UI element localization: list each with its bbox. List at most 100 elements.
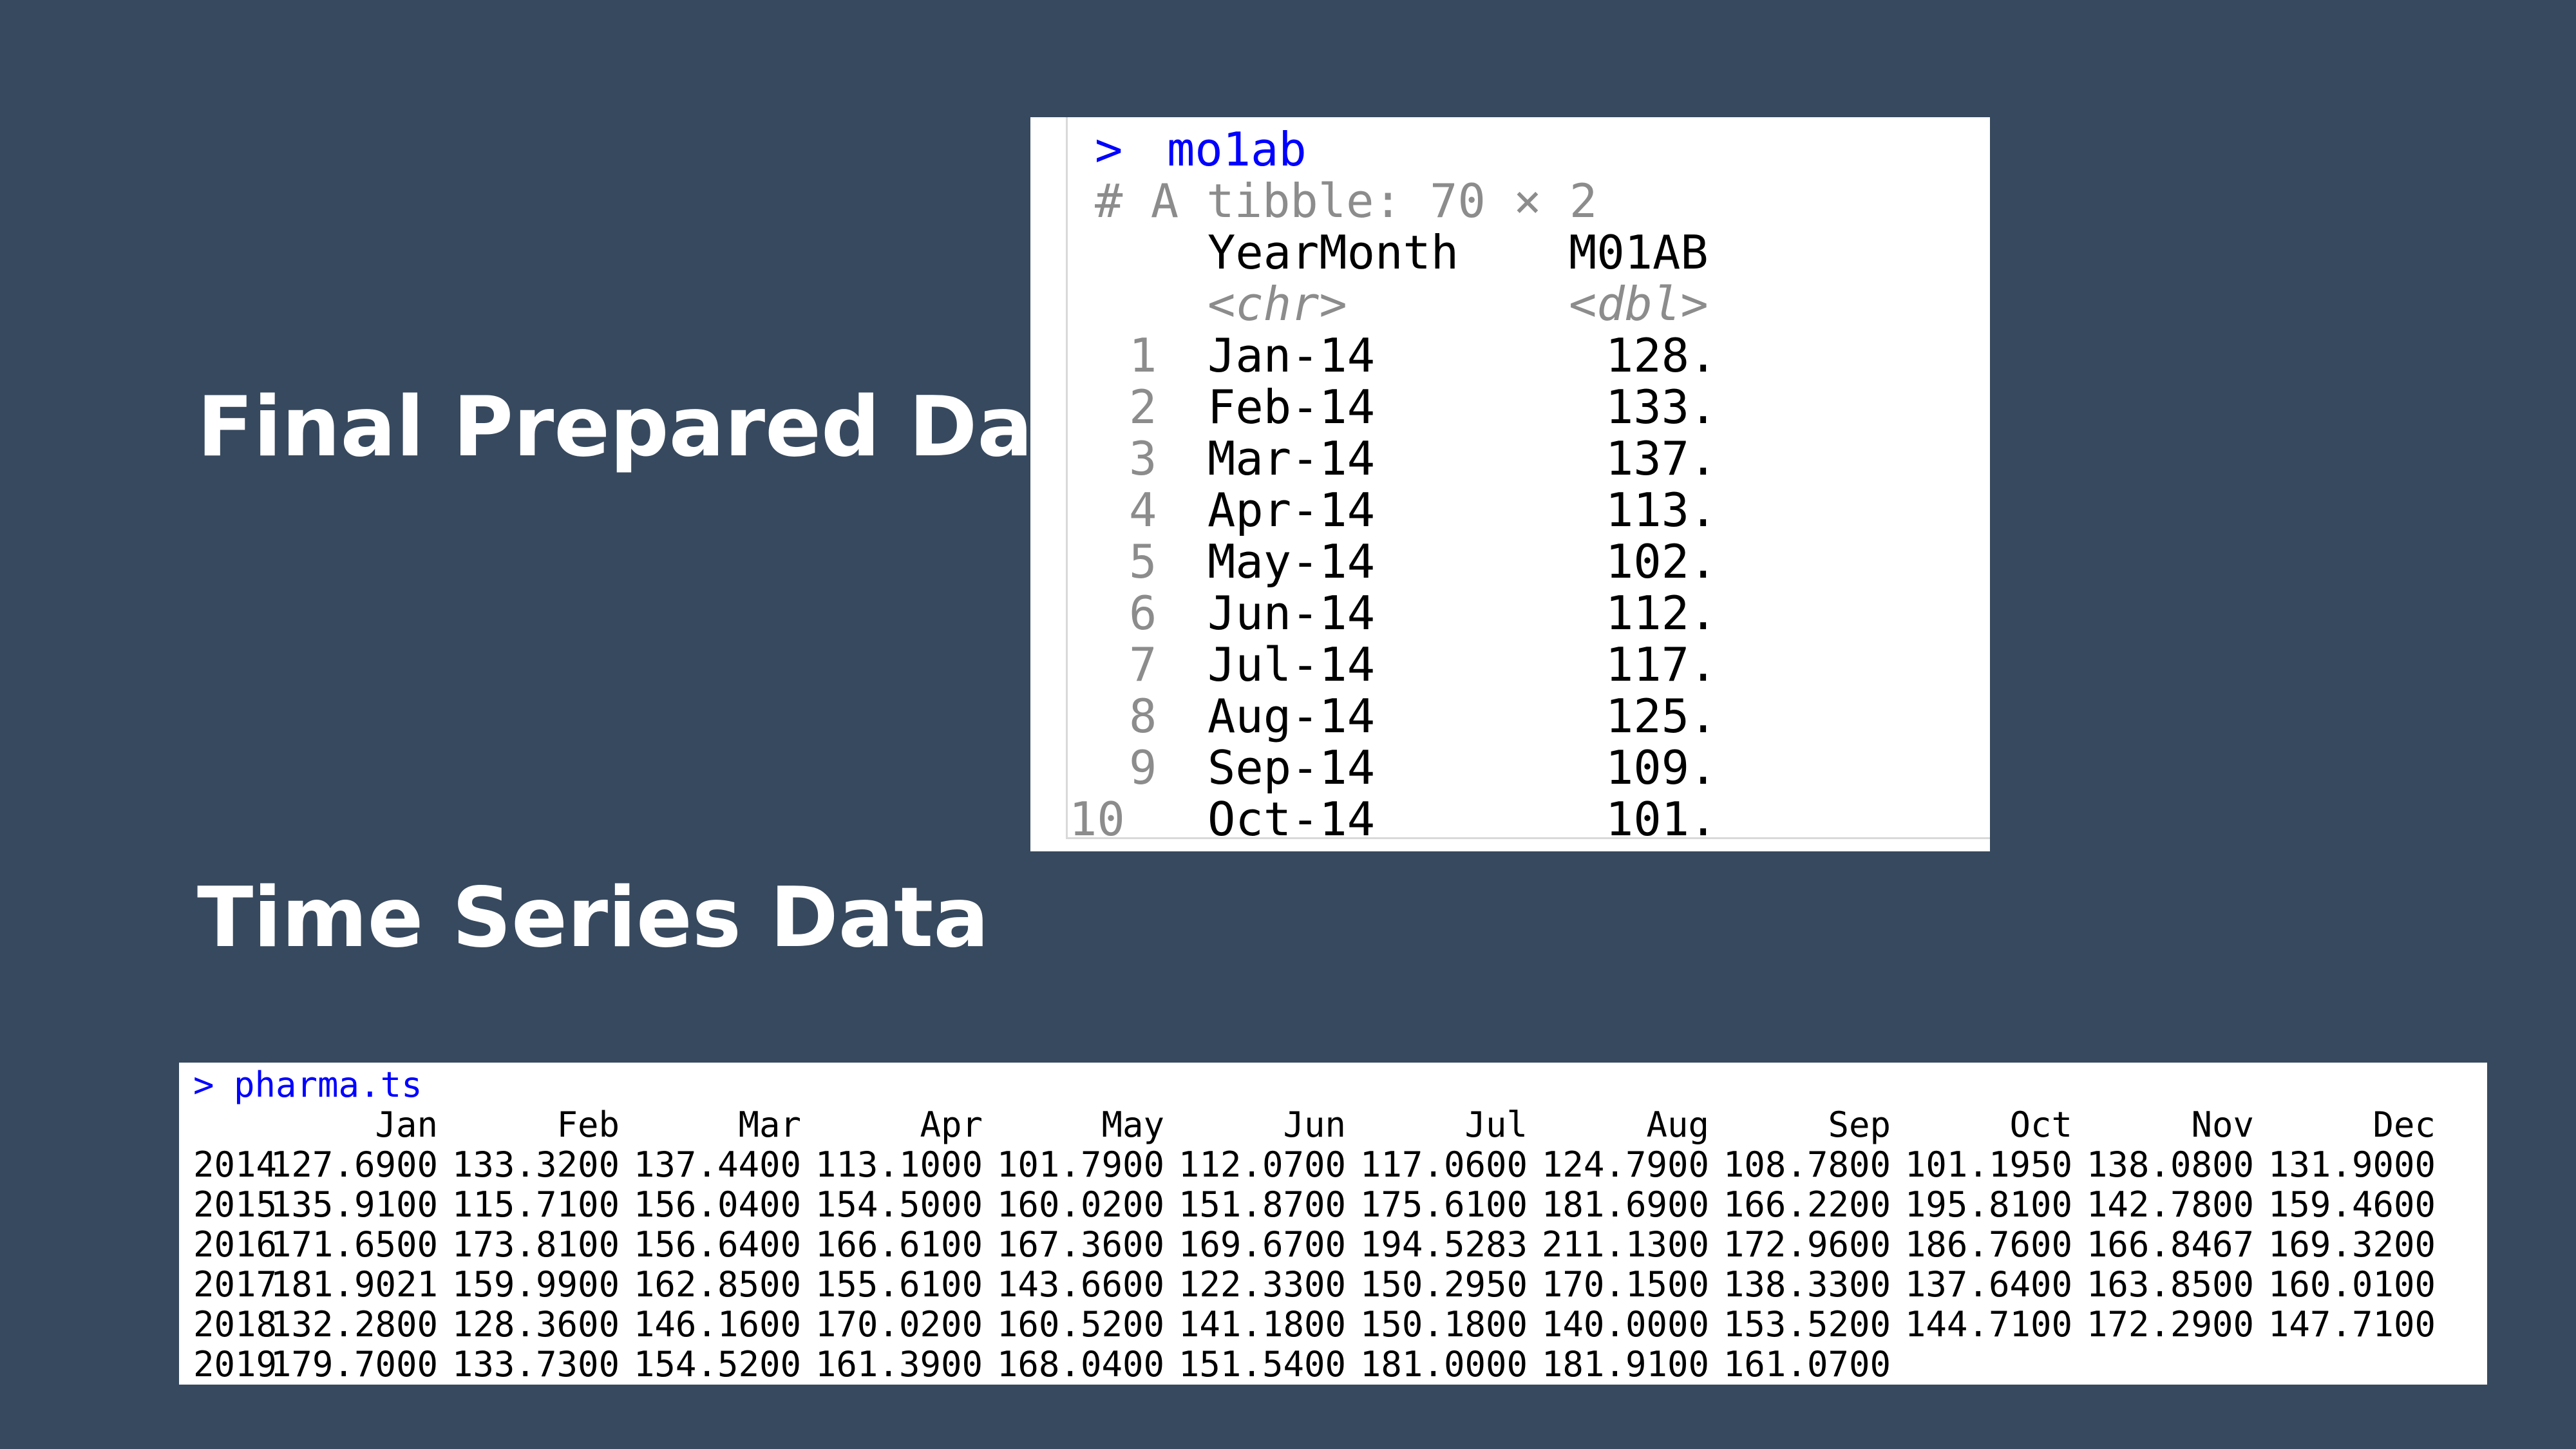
year-label: 2015 bbox=[193, 1184, 278, 1225]
table-cell: 141.1800 bbox=[1178, 1304, 1346, 1345]
table-cell: 151.5400 bbox=[1178, 1344, 1346, 1385]
final-prepared-data-heading: Final Prepared Data bbox=[197, 379, 1128, 475]
tibble-row: 7 Jul-14 117. bbox=[1030, 639, 1990, 690]
row-index: 1 bbox=[1129, 328, 1157, 383]
row-index: 10 bbox=[1069, 792, 1125, 846]
table-cell: 137.4400 bbox=[633, 1144, 801, 1185]
table-row: 2017 181.9021 159.9900 162.8500 155.6100 143.… bbox=[179, 1265, 2487, 1305]
table-cell: 115.7100 bbox=[451, 1184, 620, 1225]
table-cell: 128.3600 bbox=[451, 1304, 620, 1345]
table-cell: 127.6900 bbox=[270, 1144, 438, 1185]
cell-m01ab: 125. bbox=[1605, 689, 1718, 743]
month-header: Apr bbox=[920, 1104, 983, 1145]
table-cell: 170.0200 bbox=[815, 1304, 983, 1345]
table-cell: 142.7800 bbox=[2086, 1184, 2254, 1225]
cell-m01ab: 137. bbox=[1605, 431, 1718, 486]
row-index: 4 bbox=[1129, 483, 1157, 537]
console-bottom-divider bbox=[1066, 837, 1990, 839]
table-cell: 160.0100 bbox=[2268, 1264, 2436, 1305]
month-header: Feb bbox=[556, 1104, 620, 1145]
table-cell: 162.8500 bbox=[633, 1264, 801, 1305]
console-prompt: > bbox=[1095, 122, 1123, 176]
table-row: 2014 127.6900 133.3200 137.4400 113.1000 101.… bbox=[179, 1145, 2487, 1185]
row-index: 5 bbox=[1129, 535, 1157, 589]
table-cell: 153.5200 bbox=[1723, 1304, 1891, 1345]
month-header: May bbox=[1101, 1104, 1164, 1145]
table-cell: 133.7300 bbox=[451, 1344, 620, 1385]
tibble-column-types: <chr> <dbl> bbox=[1030, 278, 1990, 330]
table-cell: 172.9600 bbox=[1723, 1224, 1891, 1265]
month-header: Jan bbox=[375, 1104, 438, 1145]
console-command: mo1ab bbox=[1167, 122, 1307, 176]
table-cell: 131.9000 bbox=[2268, 1144, 2436, 1185]
table-cell: 156.6400 bbox=[633, 1224, 801, 1265]
table-cell: 186.7600 bbox=[1904, 1224, 2072, 1265]
tibble-row: 9 Sep-14 109. bbox=[1030, 742, 1990, 793]
cell-yearmonth: Oct-14 bbox=[1208, 792, 1376, 846]
table-cell: 211.1300 bbox=[1541, 1224, 1709, 1265]
cell-yearmonth: May-14 bbox=[1208, 535, 1376, 589]
table-cell: 137.6400 bbox=[1904, 1264, 2072, 1305]
table-cell: 133.3200 bbox=[451, 1144, 620, 1185]
table-cell: 154.5200 bbox=[633, 1344, 801, 1385]
column-header-yearmonth: YearMonth bbox=[1208, 225, 1459, 279]
tibble-row: 1 Jan-14 128. bbox=[1030, 330, 1990, 381]
month-header: Nov bbox=[2191, 1104, 2254, 1145]
table-cell: 179.7000 bbox=[270, 1344, 438, 1385]
cell-yearmonth: Sep-14 bbox=[1208, 741, 1376, 795]
time-series-data-heading: Time Series Data bbox=[197, 870, 989, 966]
cell-m01ab: 101. bbox=[1605, 792, 1718, 846]
month-header: Jun bbox=[1283, 1104, 1346, 1145]
table-cell: 170.1500 bbox=[1541, 1264, 1709, 1305]
table-row: 2016 171.6500 173.8100 156.6400 166.6100 167.… bbox=[179, 1225, 2487, 1265]
cell-yearmonth: Jun-14 bbox=[1208, 586, 1376, 640]
row-index: 2 bbox=[1129, 380, 1157, 434]
cell-yearmonth: Mar-14 bbox=[1208, 431, 1376, 486]
table-cell: 161.0700 bbox=[1723, 1344, 1891, 1385]
cell-m01ab: 113. bbox=[1605, 483, 1718, 537]
table-cell: 159.4600 bbox=[2268, 1184, 2436, 1225]
month-header: Aug bbox=[1646, 1104, 1709, 1145]
table-cell: 156.0400 bbox=[633, 1184, 801, 1225]
table-cell: 181.9021 bbox=[270, 1264, 438, 1305]
table-row: 2015 135.9100 115.7100 156.0400 154.5000 160.… bbox=[179, 1185, 2487, 1225]
table-cell: 159.9900 bbox=[451, 1264, 620, 1305]
table-cell: 181.0000 bbox=[1359, 1344, 1528, 1385]
table-cell: 194.5283 bbox=[1359, 1224, 1528, 1265]
table-row: 2019 179.7000 133.7300 154.5200 161.3900 168.… bbox=[179, 1345, 2487, 1385]
table-cell: 167.3600 bbox=[996, 1224, 1164, 1265]
table-cell: 113.1000 bbox=[815, 1144, 983, 1185]
table-cell: 173.8100 bbox=[451, 1224, 620, 1265]
month-header-row: Jan Feb Mar Apr May Jun Jul Aug Sep Oct Nov Dec bbox=[179, 1105, 2487, 1145]
year-label: 2014 bbox=[193, 1144, 278, 1185]
table-cell: 144.7100 bbox=[1904, 1304, 2072, 1345]
table-cell: 175.6100 bbox=[1359, 1184, 1528, 1225]
cell-m01ab: 102. bbox=[1605, 535, 1718, 589]
table-cell: 143.6600 bbox=[996, 1264, 1164, 1305]
month-header: Jul bbox=[1464, 1104, 1528, 1145]
table-cell: 132.2800 bbox=[270, 1304, 438, 1345]
table-cell: 172.2900 bbox=[2086, 1304, 2254, 1345]
table-cell: 163.8500 bbox=[2086, 1264, 2254, 1305]
table-cell: 166.8467 bbox=[2086, 1224, 2254, 1265]
row-index: 6 bbox=[1129, 586, 1157, 640]
table-cell: 195.8100 bbox=[1904, 1184, 2072, 1225]
console-command-line: > pharma.ts bbox=[179, 1065, 2487, 1105]
year-label: 2019 bbox=[193, 1344, 278, 1385]
tibble-row: 8 Aug-14 125. bbox=[1030, 690, 1990, 742]
table-cell: 155.6100 bbox=[815, 1264, 983, 1305]
table-row: 2018 132.2800 128.3600 146.1600 170.0200 160.… bbox=[179, 1305, 2487, 1345]
month-header: Sep bbox=[1828, 1104, 1891, 1145]
table-cell: 138.0800 bbox=[2086, 1144, 2254, 1185]
cell-yearmonth: Apr-14 bbox=[1208, 483, 1376, 537]
cell-yearmonth: Jan-14 bbox=[1208, 328, 1376, 383]
table-cell: 169.3200 bbox=[2268, 1224, 2436, 1265]
console-command-line: > mo1ab bbox=[1030, 124, 1990, 175]
cell-m01ab: 109. bbox=[1605, 741, 1718, 795]
row-index: 8 bbox=[1129, 689, 1157, 743]
table-cell: 101.1950 bbox=[1904, 1144, 2072, 1185]
table-cell: 160.0200 bbox=[996, 1184, 1164, 1225]
month-header: Mar bbox=[738, 1104, 801, 1145]
table-cell: 101.7900 bbox=[996, 1144, 1164, 1185]
cell-yearmonth: Aug-14 bbox=[1208, 689, 1376, 743]
